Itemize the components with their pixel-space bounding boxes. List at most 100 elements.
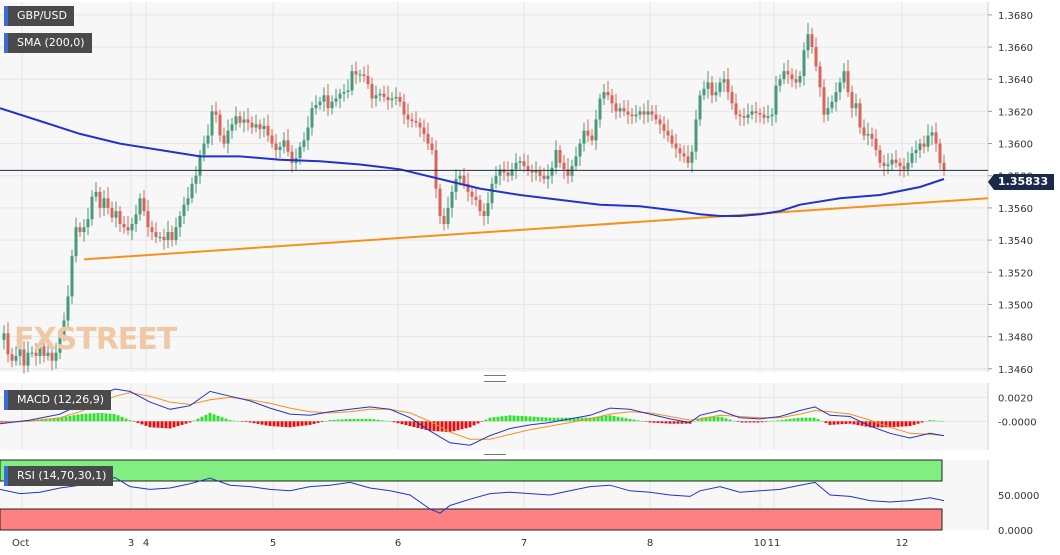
macd-histogram-bar bbox=[668, 421, 672, 424]
candle-body bbox=[442, 215, 446, 224]
candle-body bbox=[62, 320, 66, 337]
rsi-tag[interactable]: RSI (14,70,30,1) bbox=[4, 466, 114, 486]
candle-body bbox=[354, 71, 358, 75]
macd-histogram-bar bbox=[4, 421, 8, 423]
candle-body bbox=[154, 232, 158, 237]
candle-body bbox=[642, 111, 646, 115]
candle-body bbox=[870, 133, 874, 139]
macd-histogram-bar bbox=[656, 421, 660, 423]
candle-body bbox=[874, 138, 878, 150]
candle-body bbox=[202, 143, 206, 155]
candle-body bbox=[758, 113, 762, 115]
macd-histogram-bar bbox=[716, 416, 720, 422]
candle-body bbox=[482, 211, 486, 216]
rsi-tick-label: 0.0000 bbox=[998, 526, 1033, 537]
macd-histogram-bar bbox=[824, 421, 828, 423]
candle-body bbox=[518, 161, 522, 163]
macd-histogram-bar bbox=[480, 421, 484, 422]
candle-body bbox=[522, 161, 526, 167]
macd-histogram-bar bbox=[132, 421, 136, 422]
watermark-street: STREET bbox=[55, 322, 178, 357]
candle-body bbox=[606, 92, 610, 96]
candle-body bbox=[142, 198, 146, 212]
candle-body bbox=[274, 143, 278, 150]
macd-histogram-bar bbox=[552, 417, 556, 422]
candle-body bbox=[822, 87, 826, 115]
candle-body bbox=[398, 96, 402, 102]
candle-body bbox=[914, 150, 918, 154]
macd-histogram-bar bbox=[228, 420, 232, 422]
candle-body bbox=[794, 79, 798, 83]
candle-body bbox=[382, 93, 386, 97]
macd-histogram-bar bbox=[268, 421, 272, 427]
macd-histogram-bar bbox=[412, 421, 416, 428]
macd-histogram-bar bbox=[260, 421, 264, 425]
candle-body bbox=[458, 175, 462, 179]
macd-histogram-bar bbox=[52, 418, 56, 422]
candle-body bbox=[838, 82, 842, 93]
candle-body bbox=[554, 150, 558, 168]
macd-histogram-bar bbox=[440, 421, 444, 432]
macd-histogram-bar bbox=[524, 416, 528, 422]
candle-body bbox=[282, 140, 286, 147]
macd-histogram-bar bbox=[84, 413, 88, 422]
macd-histogram-bar bbox=[788, 418, 792, 422]
macd-histogram-bar bbox=[56, 417, 60, 422]
macd-histogram-bar bbox=[264, 421, 268, 426]
candle-body bbox=[810, 34, 814, 48]
sma-tag[interactable]: SMA (200,0) bbox=[4, 33, 92, 53]
candle-body bbox=[930, 132, 934, 136]
macd-histogram-bar bbox=[164, 421, 168, 429]
macd-histogram-bar bbox=[428, 421, 432, 431]
candle-body bbox=[346, 90, 350, 93]
candle-body bbox=[394, 96, 398, 99]
main-plot-area bbox=[0, 2, 988, 372]
macd-histogram-bar bbox=[868, 421, 872, 428]
macd-histogram-bar bbox=[700, 417, 704, 422]
candle-body bbox=[106, 198, 110, 208]
macd-histogram-bar bbox=[252, 421, 256, 424]
macd-histogram-bar bbox=[640, 421, 644, 422]
candle-body bbox=[762, 114, 766, 118]
candle-body bbox=[702, 88, 706, 96]
macd-histogram-bar bbox=[872, 421, 876, 428]
macd-histogram-bar bbox=[388, 421, 392, 422]
candle-body bbox=[646, 111, 650, 115]
macd-histogram-bar bbox=[516, 415, 520, 422]
time-tick-label: 5 bbox=[270, 538, 276, 549]
macd-histogram-bar bbox=[344, 419, 348, 422]
pane-resize-handle-macd[interactable] bbox=[484, 375, 506, 382]
candle-body bbox=[166, 232, 170, 241]
macd-histogram-bar bbox=[740, 421, 744, 423]
macd-histogram-bar bbox=[324, 421, 328, 422]
macd-histogram-bar bbox=[448, 421, 452, 433]
candle-body bbox=[782, 71, 786, 80]
candle-body bbox=[158, 236, 162, 238]
candle-body bbox=[118, 211, 122, 224]
candle-body bbox=[614, 103, 618, 112]
time-tick-label: 10 bbox=[754, 538, 767, 549]
candle-body bbox=[246, 119, 250, 123]
macd-histogram-bar bbox=[572, 417, 576, 422]
macd-histogram-bar bbox=[68, 415, 72, 422]
macd-histogram-bar bbox=[332, 419, 336, 422]
macd-histogram-bar bbox=[364, 418, 368, 422]
macd-tag[interactable]: MACD (12,26,9) bbox=[4, 390, 112, 410]
macd-histogram-bar bbox=[500, 416, 504, 422]
candle-body bbox=[478, 199, 482, 212]
macd-histogram-bar bbox=[136, 421, 140, 423]
candle-body bbox=[854, 103, 858, 109]
macd-histogram-bar bbox=[588, 417, 592, 422]
macd-histogram-bar bbox=[180, 421, 184, 425]
candle-body bbox=[890, 159, 894, 165]
candle-body bbox=[662, 124, 666, 131]
candle-body bbox=[678, 148, 682, 154]
candle-body bbox=[430, 143, 434, 150]
pane-resize-handle-rsi[interactable] bbox=[484, 454, 506, 461]
last-price-badge: 1.35833 bbox=[987, 174, 1055, 190]
candle-body bbox=[654, 114, 658, 120]
candle-body bbox=[122, 224, 126, 228]
macd-histogram-bar bbox=[148, 421, 152, 428]
candle-body bbox=[866, 133, 870, 136]
symbol-tag[interactable]: GBP/USD bbox=[4, 6, 74, 26]
